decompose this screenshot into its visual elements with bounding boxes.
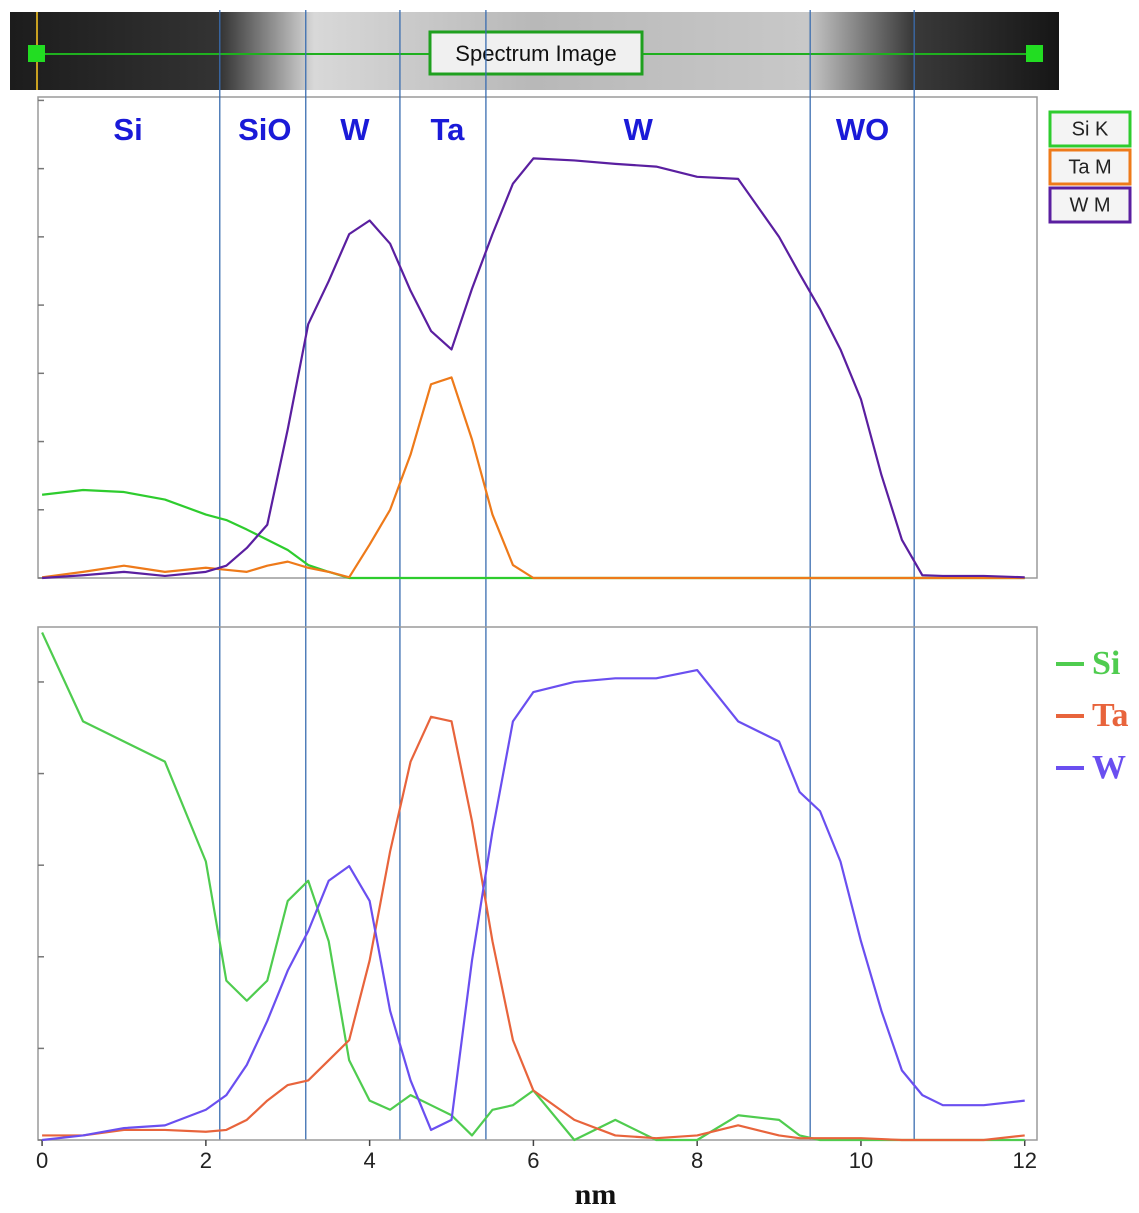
figure: Spectrum Image Si SiO W Ta W WO Si K Ta M W M 0 2 4…: [0, 0, 1139, 1213]
series-line: [42, 670, 1025, 1140]
series-line: [42, 158, 1025, 578]
legend-label: Si K: [1072, 118, 1109, 140]
legend-label: Si: [1092, 645, 1120, 682]
x-tick-label: 6: [527, 1148, 539, 1173]
scan-handle: [28, 45, 45, 62]
legend-label: W: [1092, 749, 1126, 786]
region-label: Ta: [430, 112, 465, 147]
plot-frame: [38, 97, 1037, 578]
x-tick-label: 0: [36, 1148, 48, 1173]
series-line: [42, 717, 1025, 1140]
series-line: [42, 632, 1025, 1140]
x-axis-label: nm: [575, 1178, 617, 1211]
region-label: WO: [836, 112, 889, 147]
region-label: SiO: [238, 112, 291, 147]
legend-label: Ta M: [1068, 156, 1111, 178]
x-tick-label: 4: [364, 1148, 376, 1173]
x-tick-label: 12: [1012, 1148, 1036, 1173]
page: Spectrum Image Si SiO W Ta W WO Si K Ta M W M 0 2 4…: [0, 0, 1139, 1213]
legend-label: Ta: [1092, 697, 1129, 734]
region-label: W: [340, 112, 370, 147]
spectrum-label: Spectrum Image: [455, 41, 616, 66]
series-line: [42, 377, 1025, 578]
x-tick-label: 8: [691, 1148, 703, 1173]
legend-label: W M: [1069, 194, 1110, 216]
series-line: [42, 490, 1025, 578]
x-tick-label: 10: [849, 1148, 873, 1173]
x-tick-label: 2: [200, 1148, 212, 1173]
scan-handle: [1026, 45, 1043, 62]
region-label: W: [624, 112, 654, 147]
plot-frame: [38, 627, 1037, 1140]
region-label: Si: [113, 112, 142, 147]
